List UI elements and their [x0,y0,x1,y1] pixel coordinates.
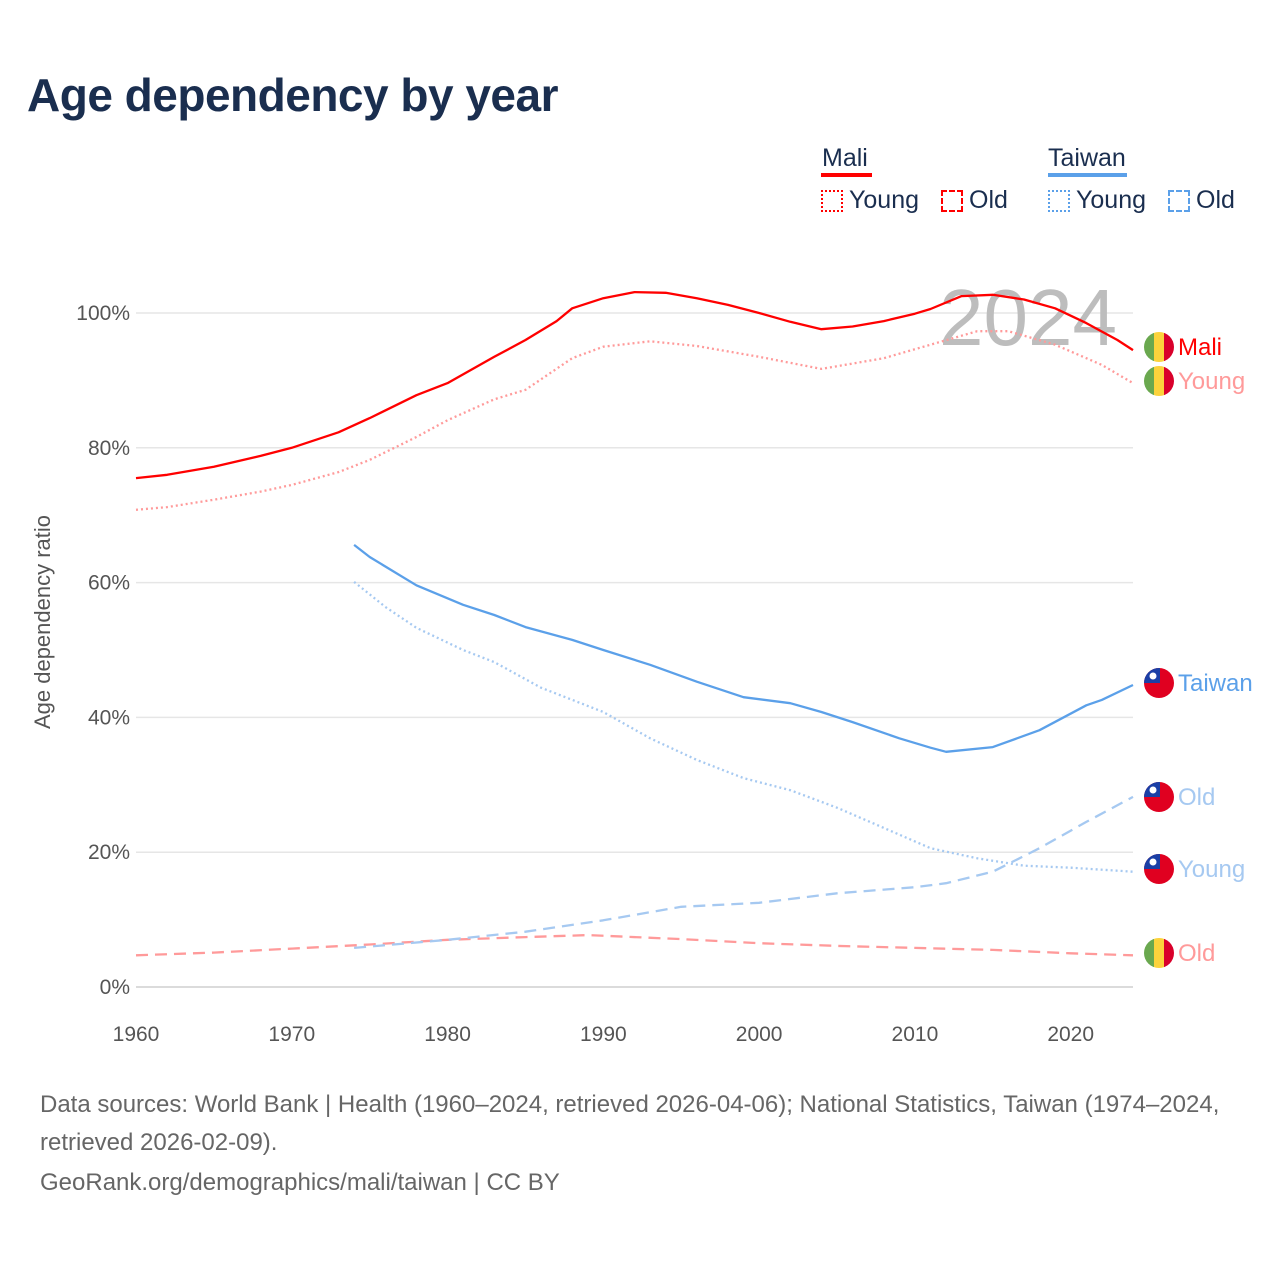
series-line-mali-old[interactable] [135,933,1134,957]
data-sources-note: Data sources: World Bank | Health (1960–… [40,1091,1220,1156]
legend-label: Old [1196,186,1235,214]
series-line-mali[interactable] [135,290,1134,480]
legend-taiwan-solid-swatch [1048,173,1127,177]
y-tick-label: 20% [88,841,130,864]
dotted-swatch-icon [821,189,843,212]
series-line-taiwan-young[interactable] [353,581,1134,873]
taiwan-flag-icon [1144,854,1174,884]
x-tick-label: 2000 [736,1023,783,1046]
series-end-label: Young [1178,368,1245,395]
source-link[interactable]: GeoRank.org/demographics/mali/taiwan | C… [40,1169,560,1196]
x-tick-label: 1990 [580,1023,627,1046]
series-line-taiwan-old[interactable] [354,795,1134,950]
series-end-label: Old [1178,940,1215,967]
series-end-label: Old [1178,784,1215,811]
line-chart: 0% 20% 40% 60% 80% 100% 1960 1970 1980 1990 2000 20… [30,273,1253,1046]
taiwan-flag-icon [1144,782,1174,812]
page-title: Age dependency by year [27,69,558,121]
mali-flag-icon [1144,332,1174,362]
dotted-swatch-icon [1048,189,1070,212]
dashed-swatch-icon [1168,189,1190,212]
mali-flag-icon [1144,938,1174,968]
y-tick-label: 60% [88,572,130,595]
x-tick-label: 1970 [268,1023,315,1046]
legend-mali-solid-swatch [821,173,872,177]
legend-taiwan-young[interactable]: Young [1048,186,1146,215]
x-tick-label: 1960 [113,1023,160,1046]
dashed-swatch-icon [941,189,963,212]
legend-mali-heading[interactable]: Mali [822,144,868,172]
series-end-label: Taiwan [1178,670,1253,697]
series-line-taiwan[interactable] [353,543,1134,753]
series-end-label: Mali [1178,334,1222,361]
legend-mali-young[interactable]: Young [821,186,919,215]
x-tick-label: 2020 [1047,1023,1094,1046]
legend-taiwan-heading[interactable]: Taiwan [1048,144,1126,172]
y-tick-label: 100% [76,302,130,325]
taiwan-flag-icon [1144,668,1174,698]
legend-label: Old [969,186,1008,214]
y-tick-label: 40% [88,706,130,729]
x-tick-label: 2010 [892,1023,939,1046]
y-tick-label: 80% [88,437,130,460]
current-year-watermark: 2024 [939,273,1117,362]
legend-mali-old[interactable]: Old [941,186,1008,215]
mali-flag-icon [1144,366,1174,396]
y-tick-label: 0% [100,976,130,999]
legend-taiwan-old[interactable]: Old [1168,186,1235,215]
series-end-label: Young [1178,856,1245,883]
legend-label: Young [1076,186,1146,214]
legend-label: Young [849,186,919,214]
x-tick-label: 1980 [424,1023,471,1046]
y-axis-label: Age dependency ratio [30,515,55,729]
